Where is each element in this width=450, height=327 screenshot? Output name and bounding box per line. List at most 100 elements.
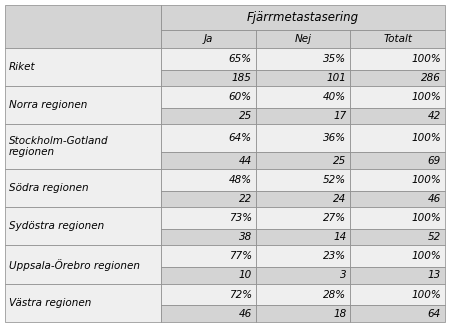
Bar [351, 169, 445, 191]
Text: Uppsala-Örebro regionen: Uppsala-Örebro regionen [9, 259, 140, 270]
Bar [161, 86, 256, 108]
Text: 36%: 36% [323, 133, 346, 143]
Text: 52%: 52% [323, 175, 346, 185]
Bar [351, 305, 445, 322]
Text: 100%: 100% [411, 290, 441, 300]
Text: 185: 185 [232, 73, 252, 83]
Text: 100%: 100% [411, 251, 441, 261]
Text: 64: 64 [428, 309, 441, 319]
Text: Stockholm-Gotland
regionen: Stockholm-Gotland regionen [9, 136, 108, 157]
Text: Norra regionen: Norra regionen [9, 100, 87, 110]
Bar [256, 229, 351, 246]
Bar [161, 124, 256, 152]
Text: 28%: 28% [323, 290, 346, 300]
Text: 65%: 65% [229, 54, 252, 64]
Bar [161, 5, 445, 30]
Bar [256, 191, 351, 207]
Bar [256, 86, 351, 108]
Text: 69: 69 [428, 156, 441, 166]
Bar [351, 152, 445, 169]
Text: 44: 44 [238, 156, 252, 166]
Bar [256, 108, 351, 124]
Text: 73%: 73% [229, 213, 252, 223]
Bar [161, 267, 256, 284]
Bar [351, 284, 445, 305]
Bar [161, 284, 256, 305]
Bar [5, 48, 161, 86]
Bar [5, 5, 161, 48]
Bar [256, 30, 351, 48]
Text: 40%: 40% [323, 92, 346, 102]
Text: 46: 46 [238, 309, 252, 319]
Text: Totalt: Totalt [383, 34, 412, 44]
Bar [351, 207, 445, 229]
Bar [161, 30, 256, 48]
Text: 35%: 35% [323, 54, 346, 64]
Bar [161, 70, 256, 86]
Bar [256, 267, 351, 284]
Bar [351, 48, 445, 70]
Text: Södra regionen: Södra regionen [9, 183, 89, 193]
Bar [351, 229, 445, 246]
Text: 64%: 64% [229, 133, 252, 143]
Bar [351, 124, 445, 152]
Text: 22: 22 [238, 194, 252, 204]
Bar [161, 207, 256, 229]
Bar [5, 124, 161, 169]
Bar [256, 152, 351, 169]
Text: 46: 46 [428, 194, 441, 204]
Bar [161, 246, 256, 267]
Text: 25: 25 [238, 111, 252, 121]
Bar [5, 169, 161, 207]
Bar [161, 108, 256, 124]
Bar [5, 246, 161, 284]
Text: 10: 10 [238, 270, 252, 281]
Text: 27%: 27% [323, 213, 346, 223]
Bar [161, 152, 256, 169]
Text: 72%: 72% [229, 290, 252, 300]
Bar [351, 246, 445, 267]
Text: 17: 17 [333, 111, 346, 121]
Bar [351, 70, 445, 86]
Text: Fjärrmetastasering: Fjärrmetastasering [247, 11, 359, 24]
Text: Sydöstra regionen: Sydöstra regionen [9, 221, 104, 231]
Text: 23%: 23% [323, 251, 346, 261]
Text: 100%: 100% [411, 213, 441, 223]
Text: 13: 13 [428, 270, 441, 281]
Bar [161, 48, 256, 70]
Bar [256, 305, 351, 322]
Bar [351, 267, 445, 284]
Text: 48%: 48% [229, 175, 252, 185]
Bar [161, 305, 256, 322]
Text: 286: 286 [421, 73, 441, 83]
Text: 100%: 100% [411, 54, 441, 64]
Bar [351, 108, 445, 124]
Text: 100%: 100% [411, 92, 441, 102]
Bar [161, 169, 256, 191]
Bar [256, 284, 351, 305]
Text: Riket: Riket [9, 62, 36, 72]
Text: 3: 3 [340, 270, 346, 281]
Text: 38: 38 [238, 232, 252, 242]
Bar [351, 86, 445, 108]
Bar [5, 284, 161, 322]
Text: 25: 25 [333, 156, 346, 166]
Text: 18: 18 [333, 309, 346, 319]
Bar [161, 191, 256, 207]
Text: 100%: 100% [411, 133, 441, 143]
Text: 42: 42 [428, 111, 441, 121]
Text: Nej: Nej [295, 34, 311, 44]
Bar [256, 124, 351, 152]
Text: 100%: 100% [411, 175, 441, 185]
Text: 77%: 77% [229, 251, 252, 261]
Bar [351, 30, 445, 48]
Bar [256, 207, 351, 229]
Bar [256, 70, 351, 86]
Text: 60%: 60% [229, 92, 252, 102]
Bar [161, 229, 256, 246]
Text: Västra regionen: Västra regionen [9, 298, 91, 308]
Bar [5, 86, 161, 124]
Text: 14: 14 [333, 232, 346, 242]
Bar [5, 207, 161, 246]
Text: Ja: Ja [204, 34, 213, 44]
